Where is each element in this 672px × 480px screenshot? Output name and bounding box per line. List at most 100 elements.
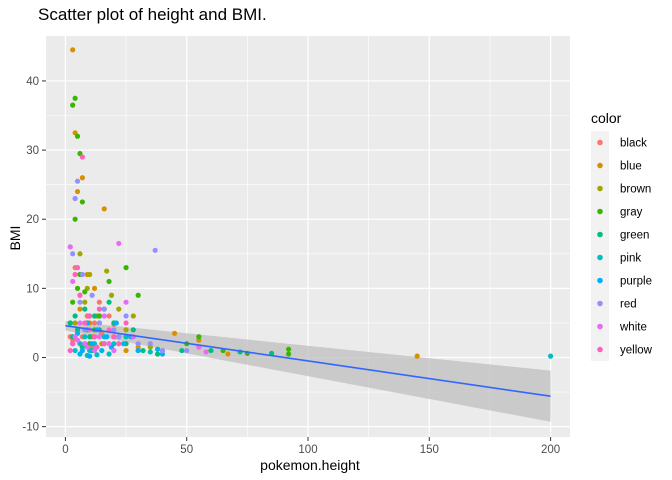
legend-label-black: black	[620, 138, 647, 150]
point-blue	[77, 306, 83, 312]
point-black	[91, 320, 98, 326]
point-yellow	[111, 334, 117, 340]
point-purple	[77, 351, 83, 357]
point-gray	[106, 278, 112, 285]
point-yellow	[77, 292, 83, 298]
point-pink	[106, 351, 112, 357]
legend-label-purple: purple	[620, 276, 652, 288]
legend-label-red: red	[620, 299, 637, 311]
point-brown	[104, 268, 110, 274]
point-yellow	[123, 320, 129, 326]
point-red	[116, 334, 122, 340]
legend-key-pink	[597, 254, 603, 261]
x-tick-label: 100	[298, 444, 317, 456]
point-gray	[79, 199, 85, 205]
point-white	[77, 320, 83, 326]
point-brown	[82, 299, 88, 305]
point-green	[208, 347, 214, 354]
legend-label-pink: pink	[620, 253, 641, 265]
point-gray	[96, 313, 102, 319]
point-white	[84, 344, 90, 350]
point-red	[147, 341, 153, 347]
point-red	[77, 299, 83, 305]
point-green	[72, 313, 78, 319]
x-axis-ticks: 0 50 100 150 200	[62, 437, 560, 456]
point-yellow	[91, 334, 98, 340]
point-red	[184, 347, 190, 354]
legend-label-white: white	[619, 322, 647, 334]
point-green	[269, 350, 275, 356]
point-pink	[72, 347, 78, 354]
legend-key-red	[597, 300, 603, 307]
y-axis-title: BMI	[7, 226, 23, 251]
point-green	[106, 299, 112, 305]
point-gray	[74, 133, 81, 139]
point-green	[130, 327, 136, 333]
legend-key-gray	[597, 208, 603, 215]
point-pink	[82, 334, 88, 340]
point-red	[123, 313, 129, 319]
trend-line-layer	[65, 324, 551, 398]
point-brown	[116, 306, 122, 312]
point-green	[91, 313, 98, 319]
point-brown	[72, 320, 78, 326]
point-purple	[154, 346, 161, 352]
point-green	[154, 351, 161, 357]
point-yellow	[74, 265, 81, 271]
point-white	[106, 341, 112, 347]
point-pink	[547, 353, 554, 359]
point-purple	[99, 347, 105, 354]
point-green	[140, 347, 146, 354]
point-red	[152, 247, 158, 253]
x-axis-title: pokemon.height	[260, 457, 360, 473]
point-red	[74, 178, 81, 184]
legend-key-black	[597, 139, 603, 146]
legend-label-brown: brown	[620, 184, 651, 196]
point-yellow	[79, 154, 85, 160]
point-yellow	[82, 320, 88, 326]
grid-major	[46, 36, 570, 437]
trend-line	[65, 324, 551, 398]
point-gray	[82, 289, 88, 295]
point-yellow	[70, 341, 76, 347]
point-gray	[135, 292, 141, 298]
y-axis-ticks: -10 0 10 20 30 40	[22, 76, 46, 434]
point-yellow	[116, 341, 122, 347]
legend: color black blue brown gray green pink purple r…	[591, 110, 653, 361]
point-yellow	[67, 347, 73, 354]
y-tick-label: 0	[33, 352, 39, 364]
point-green	[82, 306, 88, 312]
point-brown	[108, 292, 115, 298]
point-brown	[123, 327, 129, 333]
legend-key-yellow	[597, 346, 603, 353]
legend-items: black blue brown gray green pink purple red whit…	[591, 131, 653, 361]
point-yellow	[101, 341, 107, 347]
points-layer	[67, 47, 554, 359]
point-pink	[147, 349, 153, 355]
point-green	[87, 334, 93, 340]
y-tick-label: 40	[26, 76, 39, 88]
legend-key-background	[591, 131, 609, 361]
point-white	[74, 337, 81, 343]
legend-key-blue	[597, 162, 603, 169]
point-brown	[77, 251, 83, 257]
point-white	[67, 244, 73, 250]
legend-label-yellow: yellow	[620, 345, 653, 357]
point-white	[96, 334, 102, 340]
point-blue	[414, 353, 420, 359]
point-red	[135, 341, 141, 347]
point-blue	[70, 47, 76, 53]
point-white	[101, 313, 107, 319]
point-purple	[104, 334, 110, 340]
point-pink	[94, 352, 100, 358]
point-gray	[123, 265, 129, 271]
point-gray	[72, 95, 78, 101]
point-red	[70, 251, 76, 257]
point-gray	[285, 346, 292, 352]
point-yellow	[96, 306, 102, 312]
point-green	[67, 320, 73, 326]
y-tick-label: 30	[26, 145, 39, 157]
point-blue	[91, 285, 98, 291]
point-red	[101, 306, 107, 312]
